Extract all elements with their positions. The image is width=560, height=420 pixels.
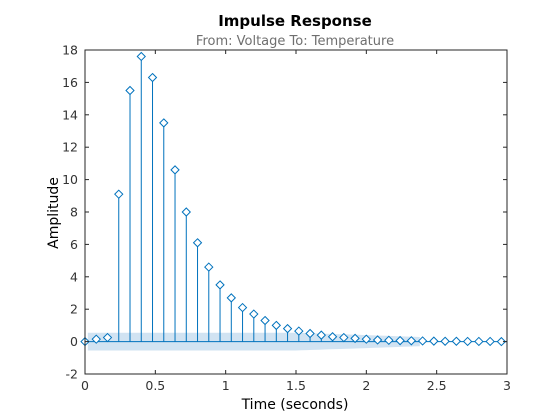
data-point-marker — [237, 302, 248, 313]
x-tick-label: 0.5 — [145, 378, 165, 393]
y-tick-label: 14 — [62, 107, 78, 122]
y-tick-label: 2 — [70, 302, 78, 317]
x-tick-label: 0 — [81, 378, 89, 393]
data-point-marker — [316, 330, 327, 340]
data-point-marker — [114, 189, 124, 199]
data-point-marker — [170, 165, 180, 175]
data-point-marker — [249, 309, 259, 319]
data-point-marker — [496, 336, 507, 347]
y-tick-label: 0 — [70, 334, 78, 349]
y-tick-label: 10 — [62, 172, 78, 187]
data-point-marker — [125, 85, 135, 96]
x-tick-label: 2.5 — [427, 378, 447, 393]
y-tick-label: 18 — [62, 43, 78, 58]
data-point-marker — [462, 336, 473, 347]
data-point-marker — [159, 118, 169, 128]
y-tick-label: 6 — [70, 237, 78, 252]
data-point-marker — [294, 326, 304, 336]
data-point-marker — [339, 332, 349, 343]
y-axis-label: Amplitude — [46, 177, 62, 249]
data-point-marker — [372, 335, 383, 345]
data-point-marker — [192, 238, 203, 248]
data-point-marker — [384, 335, 394, 346]
data-point-marker — [215, 280, 225, 290]
stem-series — [80, 51, 507, 347]
y-tick-label: -2 — [66, 367, 78, 382]
data-point-marker — [361, 334, 372, 344]
y-tick-label: 4 — [70, 269, 78, 284]
x-tick-label: 2 — [362, 378, 370, 393]
data-point-marker — [406, 336, 417, 346]
y-tick-label: 12 — [62, 140, 78, 155]
data-point-marker — [485, 336, 495, 347]
data-point-marker — [226, 293, 237, 303]
data-point-marker — [474, 336, 484, 347]
data-point-marker — [136, 51, 146, 62]
x-tick-label: 1.5 — [286, 378, 306, 393]
data-point-marker — [350, 333, 360, 344]
data-point-marker — [181, 207, 191, 217]
x-ticks: 0 0.5 1 1.5 2 2.5 3 — [81, 50, 511, 393]
x-tick-label: 1 — [222, 378, 230, 393]
x-tick-label: 3 — [503, 378, 511, 393]
data-point-marker — [327, 332, 338, 342]
y-ticks: -2 0 2 4 6 8 10 12 14 16 18 — [62, 43, 507, 382]
data-point-marker — [271, 320, 282, 331]
y-tick-label: 16 — [62, 75, 78, 90]
chart-title: Impulse Response — [218, 12, 372, 30]
chart-subtitle: From: Voltage To: Temperature — [196, 34, 394, 49]
data-point-marker — [147, 72, 158, 83]
data-point-marker — [440, 336, 450, 346]
data-point-marker — [102, 332, 113, 343]
data-point-marker — [429, 336, 439, 346]
x-axis-label: Time (seconds) — [241, 397, 349, 413]
data-point-marker — [451, 336, 462, 346]
data-point-marker — [417, 336, 428, 346]
data-point-marker — [204, 262, 214, 272]
y-tick-label: 8 — [70, 205, 78, 220]
data-point-marker — [260, 315, 270, 326]
data-point-marker — [395, 335, 405, 346]
data-point-marker — [305, 328, 315, 339]
data-point-marker — [282, 323, 293, 334]
data-point-marker — [91, 334, 101, 344]
